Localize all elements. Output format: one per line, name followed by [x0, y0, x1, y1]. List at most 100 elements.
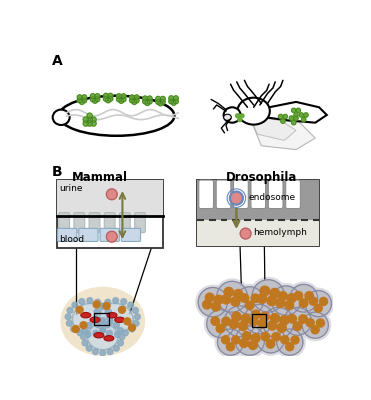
- Circle shape: [121, 97, 126, 102]
- Bar: [56, 180, 163, 216]
- Circle shape: [211, 317, 220, 325]
- Circle shape: [246, 301, 254, 310]
- Circle shape: [132, 100, 137, 104]
- Circle shape: [76, 306, 83, 313]
- FancyBboxPatch shape: [58, 228, 77, 242]
- FancyBboxPatch shape: [268, 180, 283, 208]
- Circle shape: [90, 94, 95, 99]
- Circle shape: [281, 119, 285, 123]
- Circle shape: [79, 299, 85, 304]
- Circle shape: [291, 336, 299, 344]
- Circle shape: [233, 324, 267, 358]
- Circle shape: [118, 328, 124, 334]
- Circle shape: [240, 294, 249, 302]
- Circle shape: [271, 286, 301, 315]
- Circle shape: [86, 322, 92, 328]
- Circle shape: [95, 322, 101, 328]
- Circle shape: [319, 298, 328, 306]
- Circle shape: [257, 294, 267, 304]
- Bar: [56, 180, 163, 248]
- FancyBboxPatch shape: [199, 180, 213, 208]
- Circle shape: [80, 322, 87, 329]
- Circle shape: [83, 121, 89, 126]
- Circle shape: [104, 93, 108, 98]
- Circle shape: [302, 312, 328, 338]
- Text: endosome: endosome: [249, 193, 296, 202]
- Circle shape: [284, 308, 311, 335]
- Circle shape: [232, 312, 241, 321]
- Circle shape: [240, 228, 251, 239]
- Circle shape: [147, 96, 152, 101]
- Circle shape: [169, 99, 174, 104]
- Polygon shape: [250, 117, 315, 150]
- Circle shape: [304, 113, 308, 117]
- Circle shape: [203, 300, 211, 309]
- Circle shape: [290, 284, 318, 312]
- Ellipse shape: [224, 114, 232, 120]
- Circle shape: [118, 306, 125, 313]
- Circle shape: [224, 306, 255, 337]
- Circle shape: [234, 284, 266, 317]
- Circle shape: [260, 286, 270, 296]
- Circle shape: [252, 280, 285, 312]
- Circle shape: [235, 326, 265, 355]
- Circle shape: [299, 299, 308, 307]
- Circle shape: [299, 113, 303, 117]
- FancyBboxPatch shape: [74, 212, 85, 233]
- Bar: [93, 313, 109, 325]
- Circle shape: [118, 340, 124, 346]
- Ellipse shape: [100, 303, 133, 332]
- FancyBboxPatch shape: [119, 212, 130, 233]
- Circle shape: [95, 94, 100, 99]
- Circle shape: [270, 314, 280, 323]
- Circle shape: [230, 192, 243, 205]
- Circle shape: [121, 299, 127, 304]
- Circle shape: [241, 314, 250, 323]
- Ellipse shape: [104, 336, 114, 341]
- Circle shape: [87, 117, 92, 122]
- Circle shape: [95, 97, 100, 102]
- Circle shape: [93, 301, 100, 308]
- Circle shape: [229, 319, 238, 328]
- Circle shape: [103, 302, 110, 310]
- Circle shape: [72, 302, 78, 308]
- Circle shape: [214, 295, 223, 304]
- Polygon shape: [265, 102, 327, 123]
- Circle shape: [128, 302, 134, 308]
- Text: urine: urine: [60, 184, 83, 192]
- Circle shape: [302, 118, 306, 122]
- Circle shape: [240, 339, 249, 348]
- Circle shape: [267, 296, 277, 306]
- Circle shape: [114, 345, 119, 351]
- Circle shape: [292, 120, 296, 125]
- Ellipse shape: [87, 324, 118, 350]
- Circle shape: [236, 287, 264, 314]
- Circle shape: [267, 321, 277, 330]
- Circle shape: [286, 343, 294, 351]
- Circle shape: [272, 332, 280, 341]
- Circle shape: [142, 96, 148, 101]
- Circle shape: [104, 96, 108, 101]
- Circle shape: [77, 95, 82, 100]
- Circle shape: [77, 98, 82, 103]
- Circle shape: [296, 108, 301, 112]
- Circle shape: [87, 113, 92, 118]
- Circle shape: [133, 320, 139, 326]
- Circle shape: [258, 319, 267, 328]
- FancyBboxPatch shape: [59, 212, 69, 233]
- Circle shape: [288, 314, 296, 323]
- Circle shape: [119, 334, 125, 340]
- Circle shape: [116, 94, 121, 99]
- Circle shape: [255, 323, 287, 355]
- Circle shape: [83, 117, 89, 122]
- Circle shape: [292, 108, 296, 112]
- Text: B: B: [52, 165, 63, 179]
- Circle shape: [299, 315, 307, 323]
- Circle shape: [134, 95, 139, 100]
- Circle shape: [251, 294, 260, 302]
- FancyBboxPatch shape: [104, 212, 115, 233]
- Circle shape: [158, 101, 163, 106]
- Circle shape: [214, 279, 250, 314]
- Circle shape: [147, 99, 152, 104]
- Circle shape: [82, 98, 87, 103]
